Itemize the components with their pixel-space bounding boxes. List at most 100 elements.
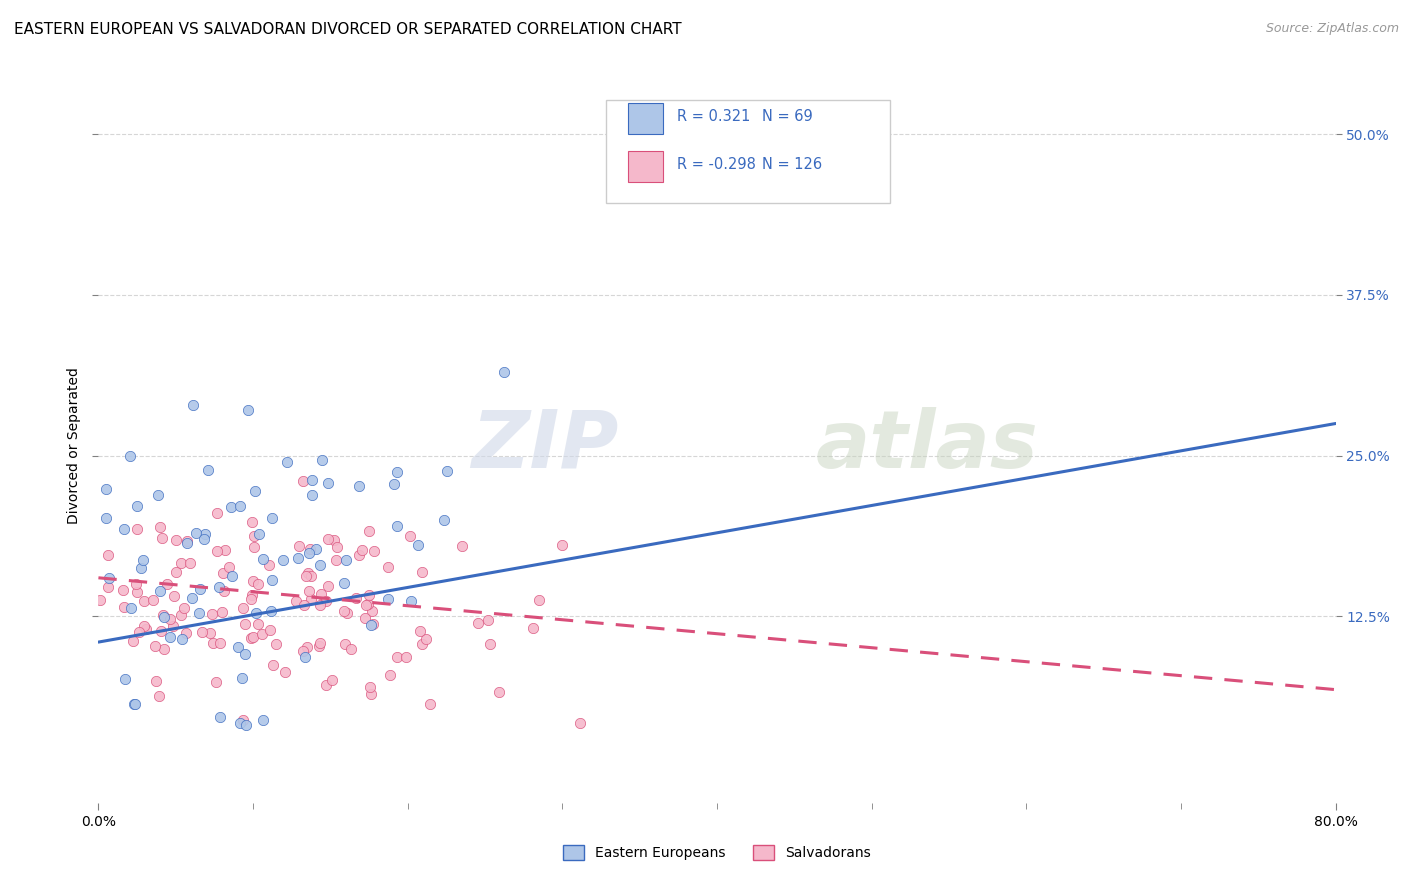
Point [118,449,141,463]
Point [529,593,551,607]
Point [295,569,318,583]
Point [149,520,172,534]
Point [162,618,184,632]
Point [395,649,418,664]
Point [235,717,257,731]
Point [318,579,340,593]
Point [208,580,231,594]
Point [335,552,357,566]
Point [129,561,152,575]
Point [97,548,120,562]
Point [252,714,274,728]
Point [179,556,201,570]
FancyBboxPatch shape [628,151,662,182]
Point [212,566,235,580]
Point [205,544,228,558]
Point [262,657,284,672]
Point [111,582,134,597]
Point [193,533,215,547]
Point [231,671,253,685]
Point [205,506,228,520]
Point [194,526,217,541]
Point [291,474,314,488]
Text: EASTERN EUROPEAN VS SALVADORAN DIVORCED OR SEPARATED CORRELATION CHART: EASTERN EUROPEAN VS SALVADORAN DIVORCED … [14,22,682,37]
Point [242,515,264,529]
Point [236,403,259,417]
Point [354,611,377,625]
Point [152,642,174,657]
Point [357,524,380,538]
Point [361,616,384,631]
Point [205,675,228,690]
Point [409,624,432,639]
Point [112,600,135,615]
Point [411,637,433,651]
Point [165,533,187,548]
Point [143,640,166,654]
Point [242,630,264,644]
Point [211,605,233,619]
Point [311,453,333,467]
Point [233,647,256,661]
Point [97,580,120,594]
Point [152,608,174,623]
Point [252,626,274,640]
Point [209,636,232,650]
Point [299,569,322,583]
Point [399,594,422,608]
Point [325,553,347,567]
Point [385,519,408,533]
Point [159,631,181,645]
Point [240,591,263,606]
Point [385,465,408,479]
Point [467,616,489,631]
Point [347,479,370,493]
Point [122,697,145,711]
Point [309,636,332,650]
Point [170,556,193,570]
Point [214,543,236,558]
Point [297,566,319,580]
Point [259,604,281,618]
Point [128,624,150,639]
Point [323,533,346,547]
Point [98,571,121,585]
FancyBboxPatch shape [628,103,662,134]
Point [132,594,155,608]
Point [359,680,381,694]
Point [124,697,146,711]
Point [152,531,174,545]
Point [298,546,321,560]
Point [155,577,177,591]
Point [218,559,240,574]
FancyBboxPatch shape [606,100,890,203]
Point [297,640,319,655]
Point [176,533,198,548]
Point [257,558,280,572]
Point [298,542,321,557]
Point [406,538,429,552]
Point [291,644,314,658]
Point [184,526,207,541]
Point [301,474,323,488]
Point [174,626,197,640]
Point [197,463,219,477]
Point [121,633,143,648]
Point [202,636,225,650]
Point [304,541,326,556]
Text: Source: ZipAtlas.com: Source: ZipAtlas.com [1265,22,1399,36]
Point [308,558,330,572]
Point [94,511,117,525]
Point [271,553,294,567]
Point [266,637,288,651]
Point [352,542,374,557]
Text: atlas: atlas [815,407,1039,485]
Point [191,625,214,640]
Point [170,607,193,622]
Point [399,529,422,543]
Point [214,584,236,599]
Point [315,593,337,607]
Point [172,632,194,646]
Point [181,398,204,412]
Text: ZIP: ZIP [471,407,619,485]
